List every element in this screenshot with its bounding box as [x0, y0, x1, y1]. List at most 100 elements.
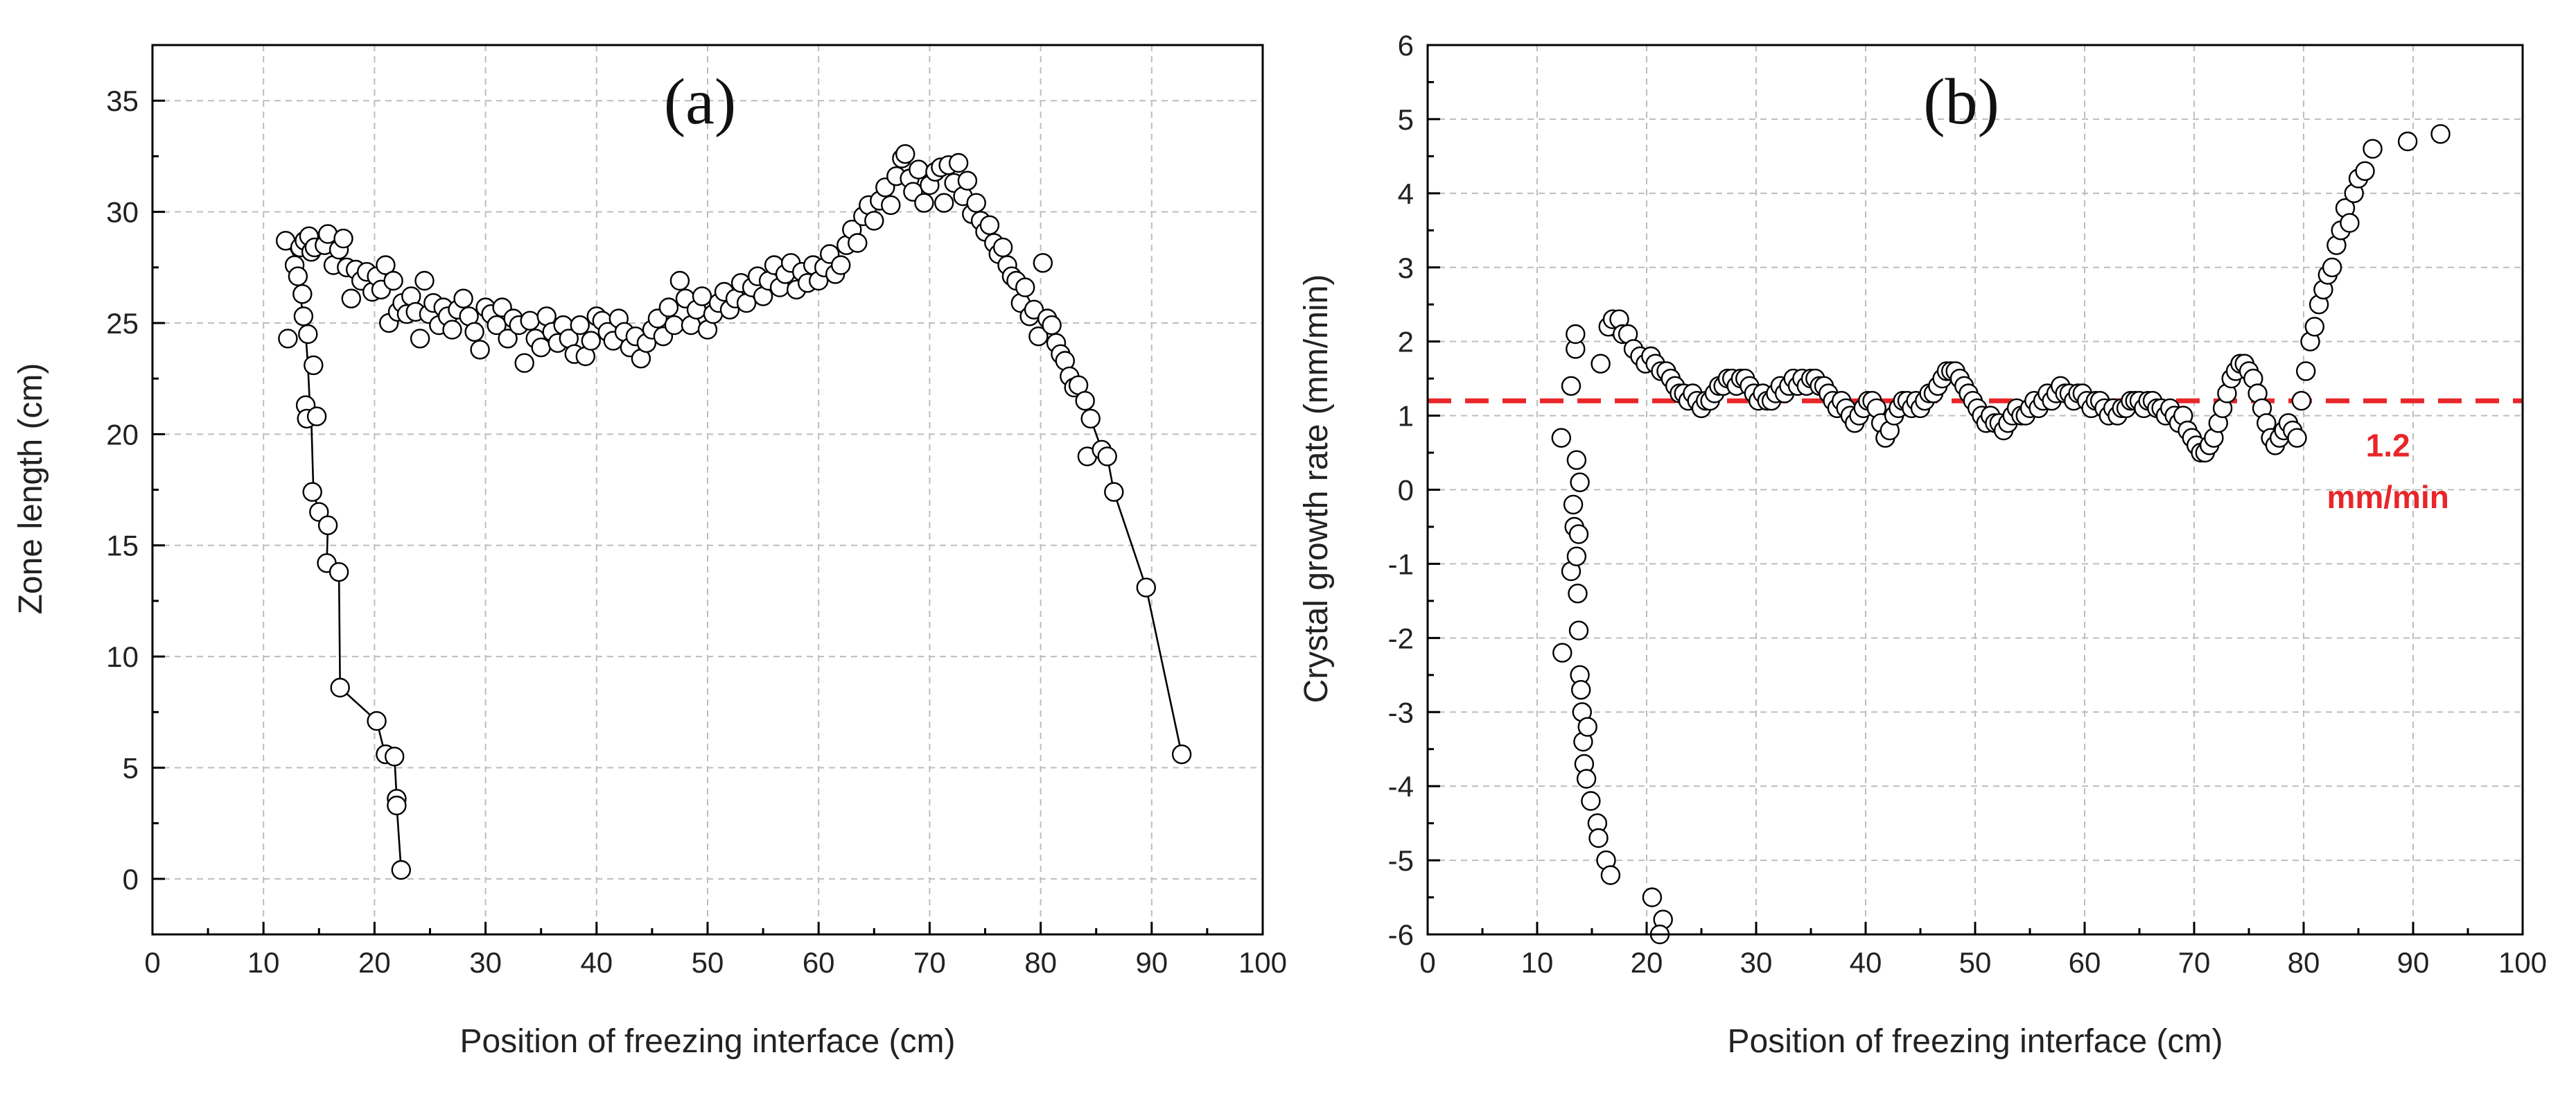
y-tick-label: 30	[106, 196, 139, 229]
data-point	[1577, 717, 1597, 737]
data-point	[1568, 584, 1588, 604]
y-tick-label: -3	[1388, 696, 1414, 729]
data-point	[957, 171, 978, 191]
y-tick-label: 1	[1398, 400, 1414, 433]
data-point	[1080, 408, 1101, 429]
data-point	[2322, 257, 2342, 277]
data-point	[1591, 354, 1611, 374]
data-point	[292, 284, 313, 304]
data-point	[864, 211, 884, 231]
data-point	[1171, 744, 1192, 765]
data-point	[288, 266, 308, 286]
data-point	[992, 237, 1013, 258]
data-point	[664, 315, 685, 336]
data-point	[948, 152, 969, 173]
y-tick-label: 2	[1398, 326, 1414, 358]
reference-line-unit: mm/min	[2327, 479, 2448, 515]
data-point	[581, 331, 601, 351]
panel-a: 0 10 20 30 40 50 60 70 80 90 100 0 5 10 15 20 25 30 35 Posi…	[12, 44, 1287, 1060]
y-tick-label: -6	[1388, 918, 1414, 951]
data-point	[2304, 317, 2325, 337]
data-point	[1581, 791, 1601, 811]
x-axis-label: Position of freezing interface (cm)	[1728, 1023, 2223, 1060]
data-point	[830, 255, 851, 275]
data-point	[1642, 887, 1663, 907]
y-tick-label: 0	[123, 863, 139, 896]
data-point	[470, 340, 490, 360]
data-point	[848, 233, 868, 253]
data-point	[2430, 124, 2451, 144]
data-point	[1588, 828, 1609, 848]
x-tick-label: 0	[1419, 946, 1435, 979]
x-tick-label: 60	[803, 946, 835, 979]
data-point	[2291, 391, 2312, 411]
data-point	[531, 338, 551, 358]
data-point	[1561, 376, 1581, 396]
panel-label: (b)	[1923, 66, 1999, 138]
x-tick-label: 40	[580, 946, 613, 979]
x-tick-label: 90	[2397, 946, 2430, 979]
data-point	[2295, 361, 2316, 381]
data-point	[514, 353, 534, 373]
y-tick-label: 20	[106, 418, 139, 451]
x-tick-label: 30	[1740, 946, 1773, 979]
y-tick-label: 15	[106, 530, 139, 562]
data-point	[306, 406, 327, 426]
x-tick-label: 70	[2178, 946, 2211, 979]
data-point	[1136, 577, 1157, 598]
data-point	[298, 324, 318, 345]
y-axis-label: Zone length (cm)	[12, 363, 49, 615]
data-point	[1576, 769, 1597, 789]
x-axis-label: Position of freezing interface (cm)	[460, 1023, 956, 1060]
y-tick-label: -1	[1388, 548, 1414, 580]
data-point	[304, 355, 324, 376]
data-point	[1566, 324, 1586, 345]
data-point	[692, 286, 712, 306]
data-point	[914, 193, 934, 213]
data-point	[1015, 277, 1035, 297]
panel-b: 0 10 20 30 40 50 60 70 80 90 100 -6 -5 -4 -3 -2 -1 0 1 2 3 4 5…	[1298, 29, 2547, 1060]
data-point	[464, 322, 484, 342]
data-point	[1104, 482, 1124, 502]
y-tick-label: 5	[123, 751, 139, 784]
x-tick-label: 100	[2498, 946, 2547, 979]
data-point	[934, 193, 954, 213]
data-point	[1568, 524, 1589, 544]
data-point	[881, 195, 901, 216]
data-point	[658, 297, 679, 317]
plot-frame	[151, 44, 1264, 936]
y-tick-label: 0	[1398, 474, 1414, 507]
y-tick-label: -5	[1388, 844, 1414, 877]
x-tick-label: 20	[1631, 946, 1663, 979]
data-point	[520, 311, 540, 331]
x-tick-label: 10	[247, 946, 280, 979]
y-tick-label: 5	[1398, 103, 1414, 136]
x-tick-label: 100	[1238, 946, 1287, 979]
data-point	[317, 515, 338, 535]
x-tick-label: 20	[358, 946, 391, 979]
y-axis-label: Crystal growth rate (mm/min)	[1298, 274, 1335, 704]
x-tick-label: 60	[2069, 946, 2101, 979]
data-point	[966, 193, 986, 213]
data-point	[367, 711, 387, 731]
data-point	[895, 143, 915, 164]
x-tick-label: 80	[1024, 946, 1057, 979]
x-tick-label: 40	[1850, 946, 1882, 979]
data-point	[330, 677, 350, 698]
data-point	[414, 270, 435, 291]
panel-label: (a)	[664, 66, 736, 138]
y-tick-label: -2	[1388, 622, 1414, 654]
data-point	[383, 270, 403, 291]
data-point	[1097, 446, 1117, 467]
data-point	[2287, 428, 2307, 448]
x-tick-label: 70	[913, 946, 946, 979]
data-point	[328, 562, 349, 582]
plot-frame	[1426, 44, 2524, 936]
data-point	[1568, 620, 1589, 640]
data-point	[1563, 494, 1584, 515]
data-point	[1570, 472, 1590, 492]
data-point	[1566, 450, 1587, 470]
data-point	[278, 329, 298, 349]
data-point	[410, 329, 430, 349]
data-point	[453, 288, 473, 308]
